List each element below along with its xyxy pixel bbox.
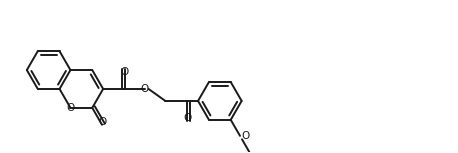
Text: O: O [66, 103, 75, 113]
Text: O: O [183, 112, 191, 123]
Text: O: O [121, 67, 129, 77]
Text: O: O [98, 117, 106, 127]
Text: O: O [241, 131, 249, 141]
Text: O: O [141, 84, 149, 94]
